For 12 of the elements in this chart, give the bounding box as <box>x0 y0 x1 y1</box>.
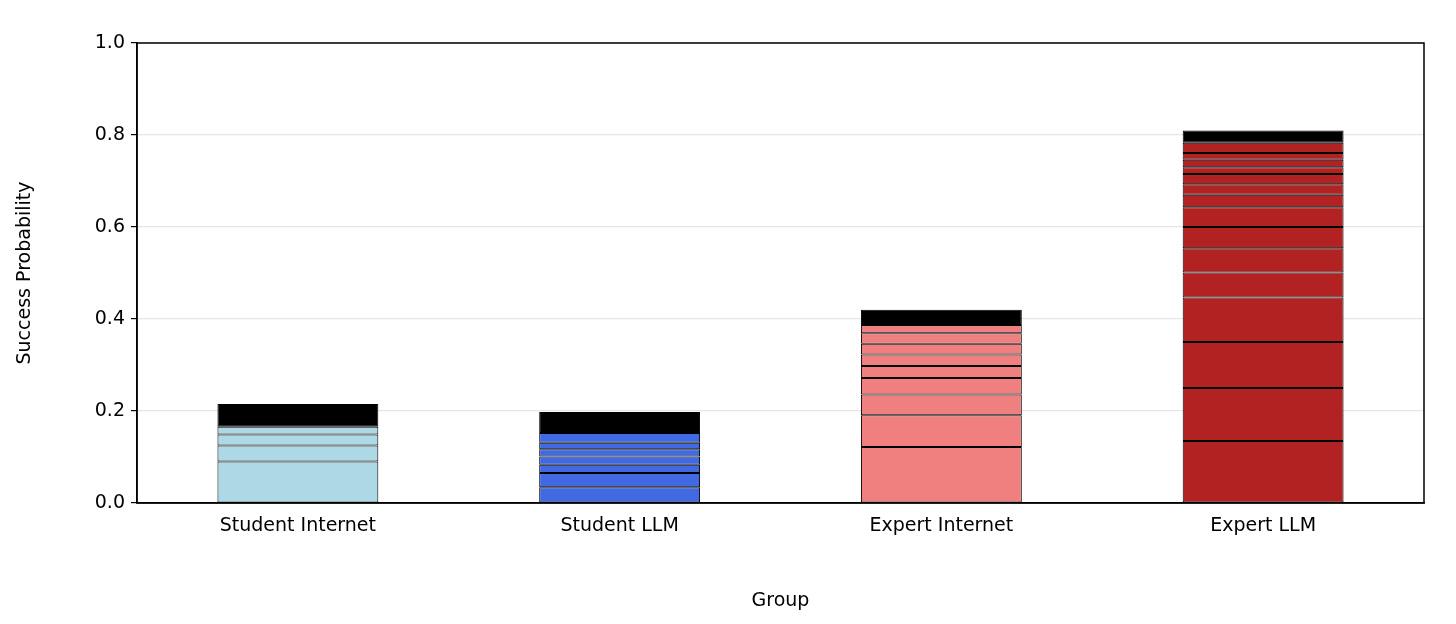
y-tick-label: 1.0 <box>94 29 125 52</box>
x-tick-label: Student Internet <box>219 513 377 536</box>
x-tick-label: Student LLM <box>560 513 679 536</box>
y-tick-label: 0.0 <box>94 489 125 512</box>
x-tick-label: Expert LLM <box>1210 513 1317 536</box>
y-tick-label: 0.4 <box>94 305 125 328</box>
y-axis-title: Success Probability <box>12 181 35 365</box>
x-axis-title: Group <box>751 587 810 610</box>
y-tick-label: 0.6 <box>94 213 125 236</box>
y-tick-label: 0.2 <box>94 397 125 420</box>
y-tick-label: 0.8 <box>94 121 125 144</box>
x-tick-label: Expert Internet <box>869 513 1014 536</box>
